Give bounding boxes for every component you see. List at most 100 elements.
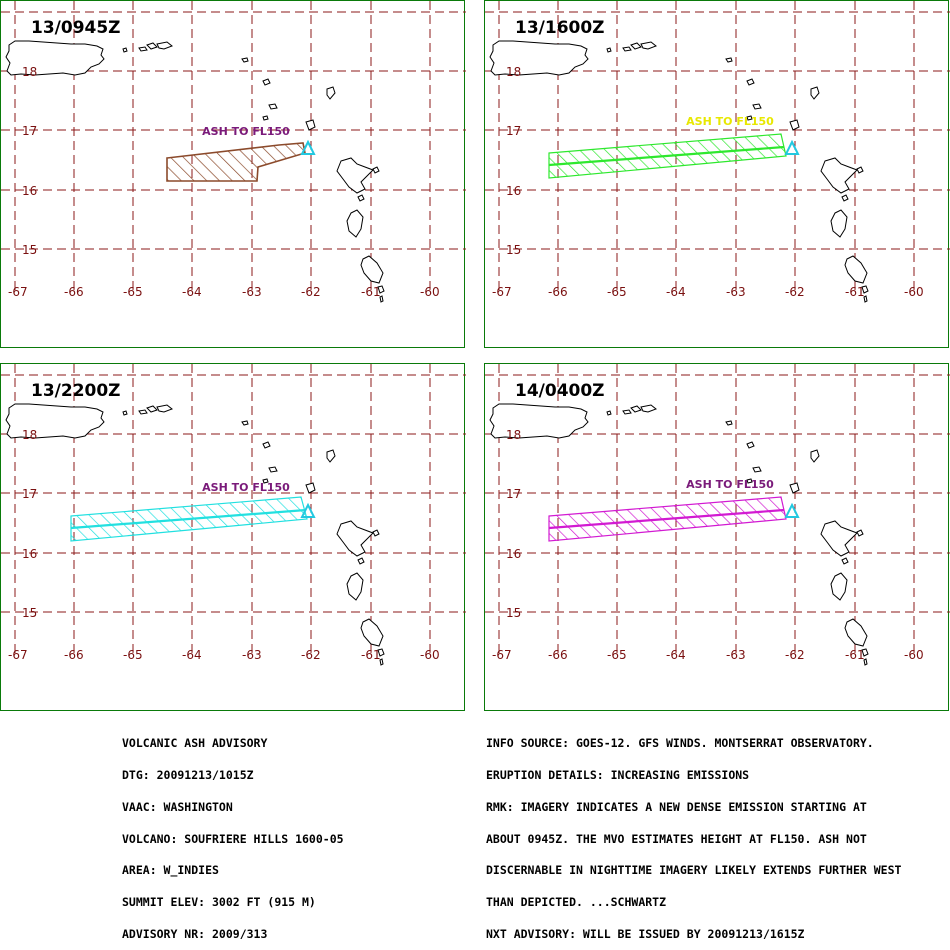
- lon-label: -62: [301, 648, 321, 662]
- lat-label: 16: [506, 547, 521, 561]
- lat-label: 15: [506, 606, 521, 620]
- island-coast: [863, 295, 868, 303]
- island-coast: [372, 529, 380, 537]
- island-coast: [138, 409, 148, 415]
- lat-label: 16: [22, 184, 37, 198]
- advisory-line: AREA: W_INDIES: [122, 863, 219, 878]
- puerto-rico-coast: [5, 403, 105, 439]
- lat-label: 15: [22, 243, 37, 257]
- island-coast: [630, 42, 642, 50]
- island-coast: [746, 478, 753, 484]
- lon-label: -61: [361, 648, 381, 662]
- volcano-icon: [784, 502, 800, 518]
- island-coast: [606, 47, 612, 53]
- island-coast: [122, 47, 128, 53]
- lon-label: -60: [904, 648, 924, 662]
- lat-label: 16: [22, 547, 37, 561]
- island-coast: [841, 194, 849, 202]
- advisory-line: VOLCANIC ASH ADVISORY: [122, 736, 268, 751]
- island-coast: [844, 255, 868, 284]
- island-coast: [268, 466, 278, 473]
- island-coast: [630, 405, 642, 413]
- island-coast: [789, 119, 800, 131]
- island-coast: [262, 78, 271, 86]
- island-coast: [357, 557, 365, 565]
- ash-axis-line: [548, 508, 785, 530]
- ash-map: -67 -66 -65 -64 -63 -62 -61 -60 18 17 16 15 ASH TO F…: [1, 364, 466, 666]
- advisory-header: VOLCANIC ASH ADVISORY DTG: 20091213/1015…: [122, 717, 344, 950]
- advisory-line: DTG: 20091213/1015Z: [122, 767, 254, 782]
- volcano-icon: [300, 502, 316, 518]
- lon-label: -61: [845, 285, 865, 299]
- island-coast: [372, 166, 380, 174]
- panel-title: 13/2200Z: [31, 381, 121, 401]
- remark-line: ERUPTION DETAILS: INCREASING EMISSIONS: [486, 767, 750, 782]
- lon-label: -62: [785, 648, 805, 662]
- lon-label: -63: [242, 648, 262, 662]
- advisory-line: VOLCANO: SOUFRIERE HILLS 1600-05: [122, 831, 344, 846]
- lon-label: -66: [64, 648, 84, 662]
- lat-label: 17: [22, 124, 37, 138]
- island-coast: [138, 46, 148, 52]
- island-coast: [262, 115, 269, 121]
- advisory-line: ADVISORY NR: 2009/313: [122, 926, 268, 941]
- lon-label: -66: [64, 285, 84, 299]
- island-coast: [841, 557, 849, 565]
- panel-title: 13/0945Z: [31, 18, 121, 38]
- island-coast: [746, 441, 755, 449]
- island-coast: [156, 41, 173, 50]
- ash-map: -67 -66 -65 -64 -63 -62 -61 -60 18 17 16 15 ASH TO F…: [485, 364, 950, 666]
- island-coast: [725, 420, 733, 426]
- island-coast: [789, 482, 800, 494]
- remark-line: THAN DEPICTED. ...SCHWARTZ: [486, 895, 667, 910]
- lon-label: -67: [8, 648, 28, 662]
- island-coast: [262, 478, 269, 484]
- remark-line: NXT ADVISORY: WILL BE ISSUED BY 20091213…: [486, 926, 805, 941]
- ash-map: -67 -66 -65 -64 -63 -62 -61 -60 18 17 16 15 ASH TO F…: [485, 1, 950, 303]
- advisory-line: SUMMIT ELEV: 3002 FT (915 M): [122, 895, 316, 910]
- lon-label: -64: [666, 648, 686, 662]
- ash-label: ASH TO FL150: [686, 478, 774, 491]
- lat-label: 17: [22, 487, 37, 501]
- lon-label: -63: [242, 285, 262, 299]
- forecast-panel-1600z: -67 -66 -65 -64 -63 -62 -61 -60 18 17 16 15 ASH TO F…: [484, 0, 950, 348]
- lon-label: -67: [8, 285, 28, 299]
- ash-axis-line: [70, 508, 307, 530]
- island-coast: [725, 57, 733, 63]
- lon-label: -66: [548, 648, 568, 662]
- island-coast: [640, 41, 657, 50]
- panel-title: 13/1600Z: [515, 18, 605, 38]
- island-coast: [357, 194, 365, 202]
- island-coast: [146, 42, 158, 50]
- lat-label: 17: [506, 124, 521, 138]
- advisory-remarks: INFO SOURCE: GOES-12. GFS WINDS. MONTSER…: [486, 717, 901, 950]
- island-coast: [262, 441, 271, 449]
- island-coast: [861, 648, 869, 657]
- lon-label: -67: [492, 648, 512, 662]
- lon-label: -65: [123, 648, 143, 662]
- island-coast: [746, 78, 755, 86]
- lon-label: -65: [607, 648, 627, 662]
- lat-label: 18: [506, 428, 521, 442]
- forecast-panel-2200z: -67 -66 -65 -64 -63 -62 -61 -60 18 17 16 15 ASH TO F…: [0, 363, 466, 711]
- island-coast: [377, 285, 385, 294]
- island-coast: [268, 103, 278, 110]
- lon-label: -64: [182, 648, 202, 662]
- island-coast: [622, 46, 632, 52]
- ash-label: ASH TO FL150: [686, 115, 774, 128]
- puerto-rico-coast: [5, 40, 105, 76]
- lat-label: 16: [506, 184, 521, 198]
- ash-axis-line: [548, 145, 785, 167]
- island-coast: [746, 115, 753, 121]
- island-coast: [830, 572, 848, 601]
- island-coast: [844, 618, 868, 647]
- island-coast: [622, 409, 632, 415]
- island-coast: [379, 658, 384, 666]
- panel-title: 14/0400Z: [515, 381, 605, 401]
- island-coast: [863, 658, 868, 666]
- ash-label: ASH TO FL150: [202, 125, 290, 138]
- volcano-icon: [300, 139, 316, 155]
- island-coast: [122, 410, 128, 416]
- puerto-rico-coast: [489, 403, 589, 439]
- lat-label: 15: [22, 606, 37, 620]
